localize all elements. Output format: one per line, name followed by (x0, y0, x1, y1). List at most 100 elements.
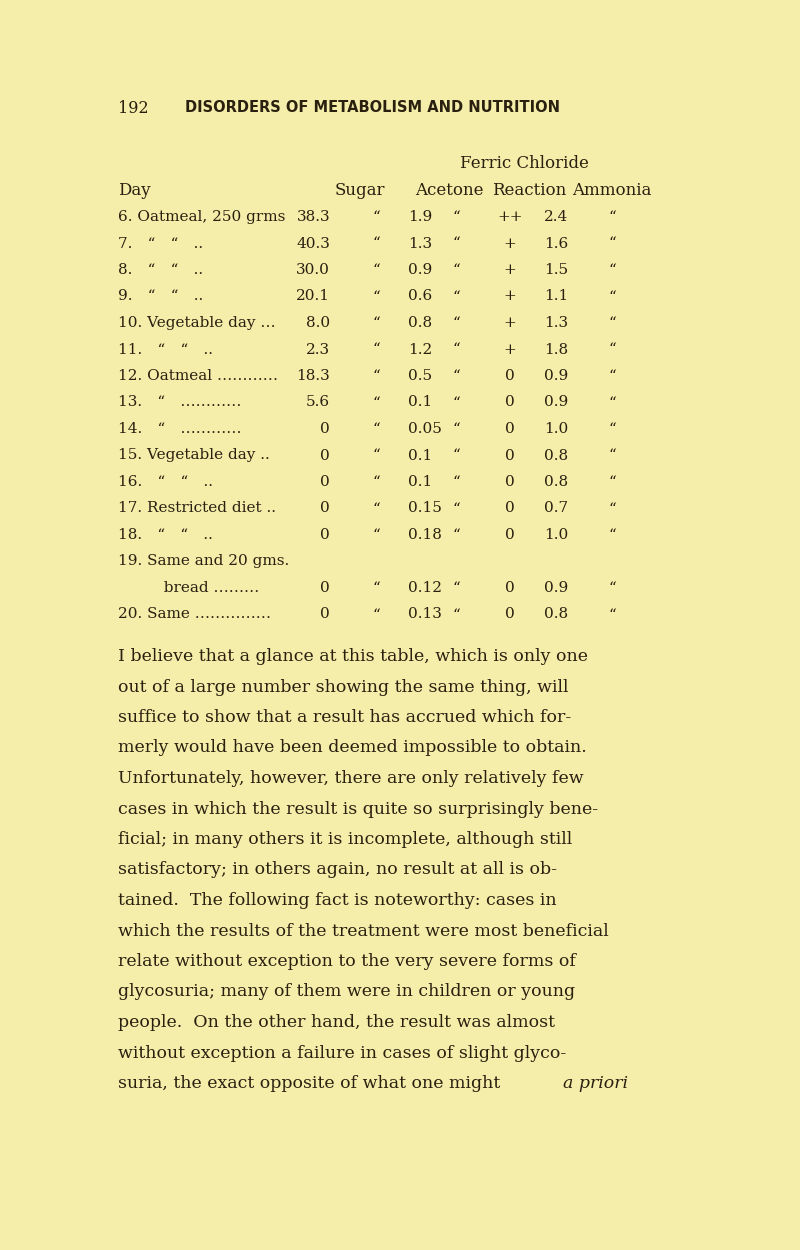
Text: 0: 0 (320, 501, 330, 515)
Text: 0.15: 0.15 (408, 501, 442, 515)
Text: ++: ++ (498, 210, 522, 224)
Text: +: + (504, 236, 516, 250)
Text: 0: 0 (505, 449, 515, 462)
Text: “: “ (608, 369, 616, 382)
Text: +: + (504, 342, 516, 356)
Text: 0.7: 0.7 (544, 501, 568, 515)
Text: 0: 0 (505, 475, 515, 489)
Text: +: + (504, 262, 516, 278)
Text: “: “ (453, 342, 461, 356)
Text: 1.2: 1.2 (408, 342, 432, 356)
Text: 192: 192 (118, 100, 149, 118)
Text: 11. “ “ ..: 11. “ “ .. (118, 342, 218, 356)
Text: 0.9: 0.9 (544, 369, 568, 382)
Text: “: “ (608, 422, 616, 436)
Text: “: “ (608, 262, 616, 278)
Text: cases in which the result is quite so surprisingly bene-: cases in which the result is quite so su… (118, 800, 598, 818)
Text: “: “ (608, 395, 616, 410)
Text: “: “ (453, 369, 461, 382)
Text: satisfactory; in others again, no result at all is ob-: satisfactory; in others again, no result… (118, 861, 557, 879)
Text: 40.3: 40.3 (296, 236, 330, 250)
Text: 0.5: 0.5 (408, 369, 432, 382)
Text: 38.3: 38.3 (296, 210, 330, 224)
Text: tained.  The following fact is noteworthy: cases in: tained. The following fact is noteworthy… (118, 892, 557, 909)
Text: 1.0: 1.0 (544, 528, 568, 542)
Text: 0.13: 0.13 (408, 608, 442, 621)
Text: 0.8: 0.8 (544, 475, 568, 489)
Text: suria, the exact opposite of what one might: suria, the exact opposite of what one mi… (118, 1075, 506, 1092)
Text: “: “ (373, 395, 381, 410)
Text: 0.05: 0.05 (408, 422, 442, 436)
Text: +: + (504, 290, 516, 304)
Text: 0: 0 (505, 501, 515, 515)
Text: “: “ (608, 501, 616, 515)
Text: without exception a failure in cases of slight glyco-: without exception a failure in cases of … (118, 1045, 566, 1061)
Text: 0.6: 0.6 (408, 290, 432, 304)
Text: 17. Restricted diet ..: 17. Restricted diet .. (118, 501, 276, 515)
Text: 0.18: 0.18 (408, 528, 442, 542)
Text: Ferric Chloride: Ferric Chloride (460, 155, 589, 172)
Text: “: “ (373, 290, 381, 304)
Text: 1.5: 1.5 (544, 262, 568, 278)
Text: “: “ (373, 475, 381, 489)
Text: “: “ (373, 449, 381, 462)
Text: 0: 0 (320, 581, 330, 595)
Text: 1.1: 1.1 (544, 290, 568, 304)
Text: 1.0: 1.0 (544, 422, 568, 436)
Text: 12. Oatmeal …………: 12. Oatmeal ………… (118, 369, 278, 382)
Text: “: “ (373, 581, 381, 595)
Text: “: “ (453, 608, 461, 621)
Text: 0: 0 (505, 528, 515, 542)
Text: “: “ (608, 528, 616, 542)
Text: DISORDERS OF METABOLISM AND NUTRITION: DISORDERS OF METABOLISM AND NUTRITION (185, 100, 560, 115)
Text: “: “ (453, 236, 461, 250)
Text: “: “ (608, 316, 616, 330)
Text: “: “ (373, 501, 381, 515)
Text: 13. “ …………: 13. “ ………… (118, 395, 242, 410)
Text: 0.1: 0.1 (408, 449, 432, 462)
Text: “: “ (608, 342, 616, 356)
Text: which the results of the treatment were most beneficial: which the results of the treatment were … (118, 922, 609, 940)
Text: “: “ (373, 262, 381, 278)
Text: 8.0: 8.0 (306, 316, 330, 330)
Text: 9. “ “ ..: 9. “ “ .. (118, 290, 208, 304)
Text: 14. “ …………: 14. “ ………… (118, 422, 242, 436)
Text: 0.9: 0.9 (544, 395, 568, 410)
Text: 18. “ “ ..: 18. “ “ .. (118, 528, 218, 542)
Text: “: “ (453, 501, 461, 515)
Text: “: “ (453, 395, 461, 410)
Text: “: “ (608, 210, 616, 224)
Text: “: “ (453, 316, 461, 330)
Text: Unfortunately, however, there are only relatively few: Unfortunately, however, there are only r… (118, 770, 584, 788)
Text: 6. Oatmeal, 250 grms: 6. Oatmeal, 250 grms (118, 210, 286, 224)
Text: 7. “ “ ..: 7. “ “ .. (118, 236, 208, 250)
Text: 1.3: 1.3 (408, 236, 432, 250)
Text: a priori: a priori (563, 1075, 628, 1092)
Text: “: “ (373, 422, 381, 436)
Text: “: “ (453, 528, 461, 542)
Text: people.  On the other hand, the result was almost: people. On the other hand, the result wa… (118, 1014, 555, 1031)
Text: out of a large number showing the same thing, will: out of a large number showing the same t… (118, 679, 569, 695)
Text: “: “ (373, 528, 381, 542)
Text: +: + (504, 316, 516, 330)
Text: 0.1: 0.1 (408, 395, 432, 410)
Text: 0.8: 0.8 (408, 316, 432, 330)
Text: 10. Vegetable day …: 10. Vegetable day … (118, 316, 276, 330)
Text: 20.1: 20.1 (296, 290, 330, 304)
Text: 0.12: 0.12 (408, 581, 442, 595)
Text: 1.9: 1.9 (408, 210, 432, 224)
Text: “: “ (453, 422, 461, 436)
Text: 0.8: 0.8 (544, 449, 568, 462)
Text: 1.8: 1.8 (544, 342, 568, 356)
Text: 18.3: 18.3 (296, 369, 330, 382)
Text: 0: 0 (505, 395, 515, 410)
Text: ficial; in many others it is incomplete, although still: ficial; in many others it is incomplete,… (118, 831, 572, 848)
Text: relate without exception to the very severe forms of: relate without exception to the very sev… (118, 952, 576, 970)
Text: 5.6: 5.6 (306, 395, 330, 410)
Text: “: “ (453, 581, 461, 595)
Text: Acetone: Acetone (415, 182, 483, 199)
Text: 1.3: 1.3 (544, 316, 568, 330)
Text: 30.0: 30.0 (296, 262, 330, 278)
Text: “: “ (608, 236, 616, 250)
Text: “: “ (373, 316, 381, 330)
